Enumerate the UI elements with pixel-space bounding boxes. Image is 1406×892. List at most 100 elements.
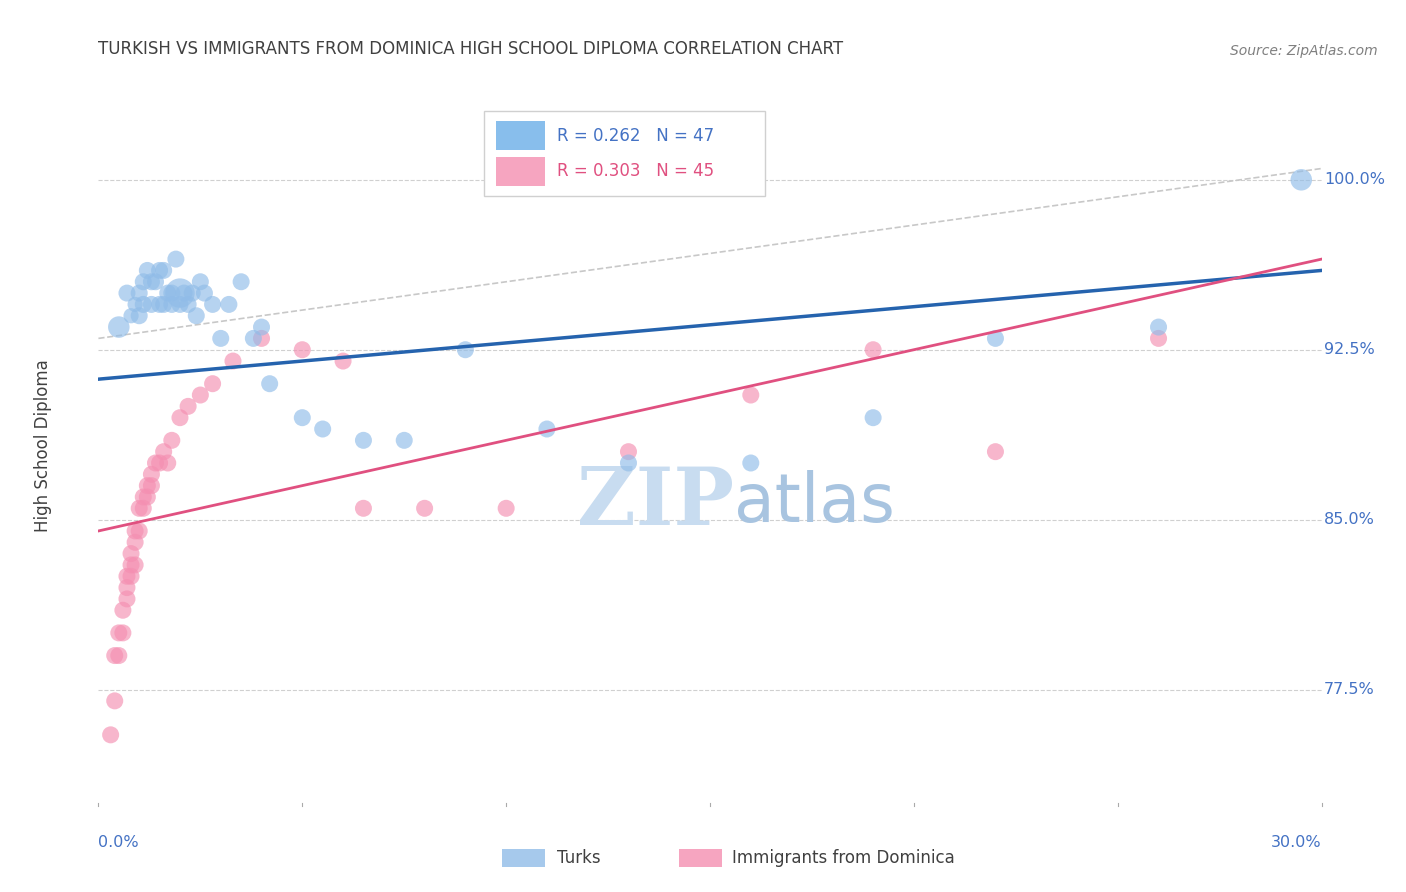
Point bbox=[108, 626, 131, 640]
Point bbox=[291, 410, 314, 425]
Text: 0.0%: 0.0% bbox=[98, 835, 139, 850]
Point bbox=[740, 456, 762, 470]
Text: Source: ZipAtlas.com: Source: ZipAtlas.com bbox=[1230, 44, 1378, 58]
Text: 85.0%: 85.0% bbox=[1324, 512, 1375, 527]
Text: ZIP: ZIP bbox=[578, 464, 734, 542]
Point bbox=[156, 286, 179, 301]
Point bbox=[152, 263, 174, 277]
Point bbox=[165, 252, 187, 266]
Text: Turks: Turks bbox=[557, 849, 600, 867]
Point bbox=[160, 434, 183, 448]
Point bbox=[454, 343, 477, 357]
Point bbox=[149, 263, 172, 277]
Point bbox=[242, 331, 264, 345]
Point bbox=[222, 354, 245, 368]
Point bbox=[291, 343, 314, 357]
Point bbox=[141, 478, 163, 492]
Point bbox=[536, 422, 558, 436]
Point bbox=[149, 456, 172, 470]
Text: 77.5%: 77.5% bbox=[1324, 682, 1375, 697]
Point bbox=[108, 648, 131, 663]
Point bbox=[124, 524, 146, 538]
Point bbox=[120, 547, 142, 561]
Point bbox=[984, 331, 1007, 345]
Point bbox=[141, 275, 163, 289]
Point bbox=[136, 478, 159, 492]
Text: 92.5%: 92.5% bbox=[1324, 343, 1375, 357]
Point bbox=[862, 410, 884, 425]
Point bbox=[332, 354, 354, 368]
Point bbox=[145, 456, 167, 470]
Point bbox=[120, 558, 142, 572]
Point bbox=[617, 456, 640, 470]
Point bbox=[188, 275, 212, 289]
Point bbox=[132, 297, 155, 311]
Point bbox=[149, 297, 172, 311]
Text: atlas: atlas bbox=[734, 470, 896, 536]
Point bbox=[177, 400, 200, 414]
Point bbox=[120, 309, 142, 323]
Bar bbox=[502, 849, 546, 867]
Point bbox=[186, 309, 208, 323]
Point bbox=[104, 694, 127, 708]
Point bbox=[124, 558, 146, 572]
Point bbox=[111, 626, 134, 640]
Point bbox=[188, 388, 212, 402]
Bar bbox=[496, 157, 546, 186]
Text: High School Diploma: High School Diploma bbox=[34, 359, 52, 533]
Point bbox=[128, 286, 150, 301]
Point bbox=[111, 603, 134, 617]
Point bbox=[617, 444, 640, 458]
Point bbox=[218, 297, 240, 311]
Point bbox=[120, 569, 142, 583]
Point bbox=[201, 297, 224, 311]
Point bbox=[124, 535, 146, 549]
Point bbox=[177, 297, 200, 311]
Point bbox=[169, 410, 191, 425]
Point bbox=[201, 376, 224, 391]
Point bbox=[100, 728, 122, 742]
Point bbox=[160, 297, 183, 311]
Point bbox=[209, 331, 232, 345]
Point bbox=[169, 297, 191, 311]
Point bbox=[862, 343, 884, 357]
Point bbox=[352, 434, 374, 448]
Text: 30.0%: 30.0% bbox=[1271, 835, 1322, 850]
Point bbox=[250, 320, 273, 334]
Point bbox=[104, 648, 127, 663]
Point bbox=[169, 286, 191, 301]
Point bbox=[173, 286, 195, 301]
Point bbox=[115, 581, 138, 595]
Point bbox=[231, 275, 253, 289]
Point bbox=[352, 501, 374, 516]
Point bbox=[152, 297, 174, 311]
Text: Immigrants from Dominica: Immigrants from Dominica bbox=[733, 849, 955, 867]
Point bbox=[250, 331, 273, 345]
Point bbox=[132, 275, 155, 289]
Point bbox=[984, 444, 1007, 458]
Text: R = 0.303   N = 45: R = 0.303 N = 45 bbox=[557, 162, 714, 180]
Point bbox=[160, 286, 183, 301]
Point bbox=[740, 388, 762, 402]
Point bbox=[128, 501, 150, 516]
Point bbox=[115, 569, 138, 583]
Point bbox=[413, 501, 436, 516]
Point bbox=[141, 297, 163, 311]
Point bbox=[108, 320, 131, 334]
Point bbox=[128, 309, 150, 323]
Point bbox=[128, 524, 150, 538]
Point bbox=[312, 422, 335, 436]
Point bbox=[145, 275, 167, 289]
Point bbox=[124, 297, 146, 311]
Point bbox=[115, 286, 138, 301]
Text: 100.0%: 100.0% bbox=[1324, 172, 1385, 187]
Point bbox=[136, 263, 159, 277]
Point bbox=[141, 467, 163, 482]
Point bbox=[1147, 331, 1170, 345]
Point bbox=[1147, 320, 1170, 334]
Point bbox=[259, 376, 281, 391]
Point bbox=[132, 501, 155, 516]
Bar bbox=[496, 121, 546, 150]
Point bbox=[495, 501, 517, 516]
FancyBboxPatch shape bbox=[484, 111, 765, 196]
